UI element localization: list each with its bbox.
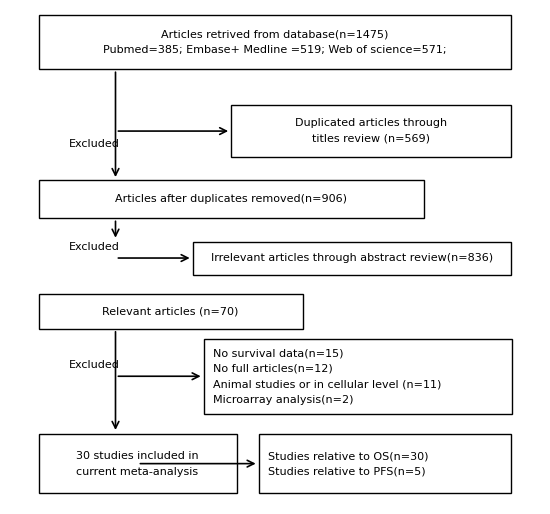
- Text: 30 studies included in
current meta-analysis: 30 studies included in current meta-anal…: [76, 451, 199, 476]
- FancyBboxPatch shape: [39, 15, 512, 69]
- FancyBboxPatch shape: [204, 339, 512, 414]
- FancyBboxPatch shape: [39, 294, 302, 329]
- Text: Studies relative to OS(n=30)
Studies relative to PFS(n=5): Studies relative to OS(n=30) Studies rel…: [268, 451, 429, 476]
- FancyBboxPatch shape: [39, 434, 236, 493]
- Text: Relevant articles (n=70): Relevant articles (n=70): [102, 306, 239, 317]
- FancyBboxPatch shape: [39, 180, 424, 218]
- FancyBboxPatch shape: [192, 242, 512, 275]
- Text: Irrelevant articles through abstract review(n=836): Irrelevant articles through abstract rev…: [211, 253, 493, 263]
- FancyBboxPatch shape: [258, 434, 512, 493]
- Text: Excluded: Excluded: [69, 139, 120, 149]
- Text: Articles retrived from database(n=1475)
Pubmed=385; Embase+ Medline =519; Web of: Articles retrived from database(n=1475) …: [103, 30, 447, 55]
- Text: No survival data(n=15)
No full articles(n=12)
Animal studies or in cellular leve: No survival data(n=15) No full articles(…: [213, 348, 442, 405]
- Text: Articles after duplicates removed(n=906): Articles after duplicates removed(n=906): [115, 194, 347, 204]
- Text: Duplicated articles through
titles review (n=569): Duplicated articles through titles revie…: [295, 118, 447, 144]
- Text: Excluded: Excluded: [69, 242, 120, 252]
- Text: Excluded: Excluded: [69, 360, 120, 370]
- FancyBboxPatch shape: [231, 105, 512, 157]
